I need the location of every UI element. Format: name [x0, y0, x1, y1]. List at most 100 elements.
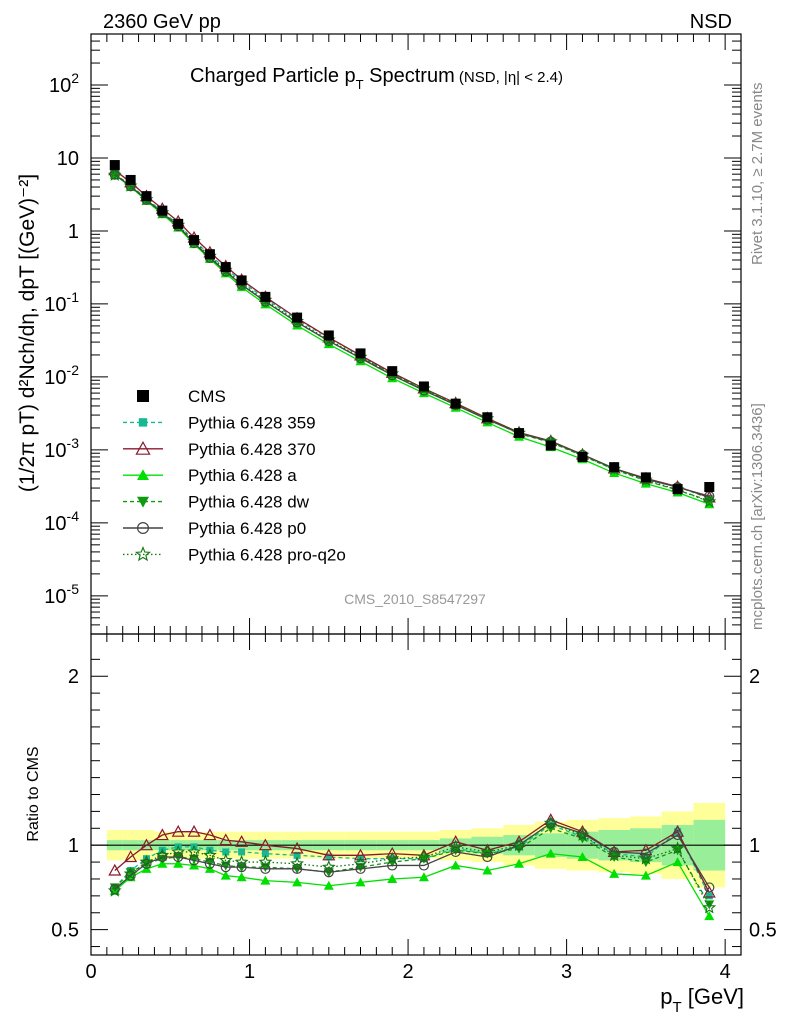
- marker-triangle-open: [171, 824, 185, 837]
- data-point: [323, 330, 334, 341]
- legend-entry: Pythia 6.428 359: [123, 413, 316, 432]
- marker-triangle-open: [108, 863, 122, 876]
- marker-star-open: [171, 844, 186, 858]
- series-ratio-line: [114, 822, 710, 890]
- energy-label: 2360 GeV pp: [103, 11, 221, 33]
- data-point: [260, 291, 271, 302]
- data-point: [204, 249, 215, 260]
- marker-triangle: [704, 911, 715, 921]
- data-point: [387, 366, 398, 377]
- y-tick-label: 10-2: [44, 362, 79, 389]
- y-tick-label: 10-1: [44, 289, 79, 316]
- data-point: [640, 472, 651, 483]
- source-label: mcplots.cern.ch [arXiv:1306.3436]: [749, 403, 766, 630]
- ratio-panel: 0 1 2 3 4 0.5 0.5 1 1 2 2: [51, 633, 777, 983]
- legend-label: Pythia 6.428 pro-q2o: [188, 545, 346, 564]
- main-panel: 10-5 10-4 10-3 10-2 10-1 1 10 102: [44, 33, 742, 955]
- marker-triangle: [137, 469, 149, 480]
- ratio-tick-label-right: 2: [749, 666, 760, 688]
- data-point: [672, 484, 683, 495]
- ratio-tick-label-left: 0.5: [51, 920, 79, 942]
- ratio-tick-label-right: 0.5: [749, 920, 777, 942]
- marker-circle-open: [418, 860, 430, 871]
- x-axis-label: pT [GeV]: [660, 984, 744, 1016]
- marker-circle-open: [188, 855, 200, 866]
- marker-circle-open: [672, 829, 683, 841]
- ratio-tick-label-right: 1: [749, 835, 760, 857]
- marker-triangle-open: [290, 841, 304, 854]
- analysis-watermark: CMS_2010_S8547297: [344, 591, 486, 607]
- marker-circle-open: [204, 858, 216, 869]
- marker-triangle: [355, 877, 366, 887]
- ratio-tick-label-left: 2: [68, 666, 79, 688]
- data-point: [189, 235, 200, 246]
- data-point: [450, 398, 461, 409]
- marker-triangle-open: [702, 885, 716, 898]
- x-tick-label: 4: [720, 961, 731, 983]
- marker-circle-open: [141, 858, 152, 869]
- data-point: [236, 275, 247, 286]
- marker-star-open: [321, 859, 336, 874]
- marker-square: [261, 850, 269, 858]
- y-tick-label: 10-5: [44, 581, 79, 608]
- marker-triangle: [545, 848, 556, 858]
- data-point: [292, 312, 303, 323]
- marker-star-open: [218, 853, 233, 867]
- marker-star-open: [702, 900, 717, 914]
- marker-star-open: [202, 848, 217, 862]
- legend: CMS Pythia 6.428 359 Pythia 6.428 370 Pythi…: [123, 387, 346, 564]
- marker-star-open: [480, 844, 495, 858]
- data-point: [545, 440, 556, 451]
- marker-triangle: [236, 872, 247, 882]
- y-axis-label: (1/2π pT) d²Nch/dη, dpT [(GeV)⁻²]: [16, 174, 39, 492]
- marker-star-open: [139, 854, 154, 868]
- marker-star-open: [512, 837, 526, 852]
- marker-triangle: [640, 870, 651, 880]
- x-tick-label: 1: [244, 961, 255, 983]
- marker-triangle-down: [704, 900, 715, 910]
- marker-triangle-down: [125, 868, 136, 878]
- ratio-frame: [90, 633, 742, 956]
- legend-entry: Pythia 6.428 pro-q2o: [123, 545, 346, 564]
- marker-star-open: [107, 167, 122, 181]
- marker-circle-open: [157, 851, 168, 863]
- series-ratio: [109, 818, 715, 895]
- marker-star-open: [543, 815, 558, 830]
- marker-triangle-open: [155, 828, 169, 841]
- data-point: [418, 381, 429, 392]
- data-point: [577, 451, 588, 462]
- marker-triangle: [514, 858, 525, 868]
- legend-entry: CMS: [137, 387, 226, 406]
- marker-star-open: [385, 851, 400, 865]
- ratio-y-label: Ratio to CMS: [25, 746, 42, 841]
- marker-square: [138, 418, 148, 427]
- data-point: [109, 160, 120, 171]
- marker-triangle: [387, 873, 398, 883]
- marker-circle-open: [482, 851, 493, 863]
- ratio-tick-label-left: 1: [68, 835, 79, 857]
- marker-triangle: [292, 877, 303, 887]
- data-point: [141, 191, 152, 202]
- marker-star-open: [234, 854, 249, 868]
- marker-star-open: [353, 856, 368, 870]
- series-line: [114, 174, 710, 503]
- marker-triangle: [260, 875, 271, 885]
- marker-triangle: [482, 865, 493, 875]
- legend-entry: Pythia 6.428 dw: [123, 493, 310, 512]
- legend-label: CMS: [188, 387, 226, 406]
- marker-triangle: [672, 857, 683, 867]
- marker-star-open: [107, 883, 122, 897]
- marker-triangle: [577, 852, 588, 862]
- data-point: [125, 174, 136, 185]
- legend-marker: [137, 390, 149, 402]
- marker-star-open: [448, 839, 463, 853]
- marker-triangle-open: [322, 848, 336, 861]
- marker-star-open: [670, 841, 685, 855]
- marker-square: [293, 851, 301, 859]
- x-tick-label: 2: [403, 961, 414, 983]
- marker-circle-open: [125, 870, 136, 881]
- marker-circle-open: [609, 846, 620, 858]
- data-point: [514, 428, 525, 439]
- rivet-label: Rivet 3.1.10, ≥ 2.7M events: [749, 83, 766, 266]
